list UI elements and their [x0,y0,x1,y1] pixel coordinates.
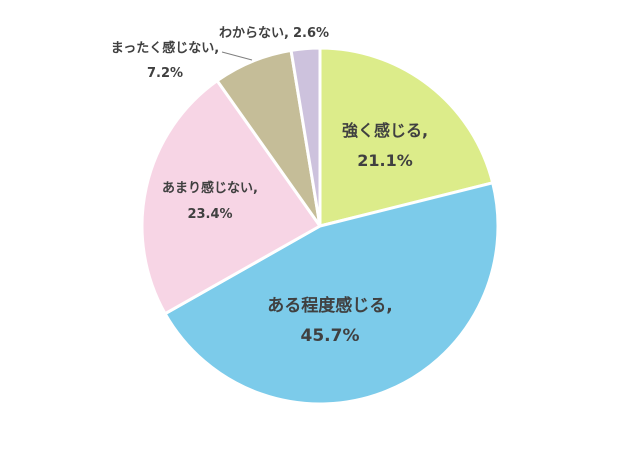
label-slice-3: まったく感じない, [111,40,219,56]
value-slice-3: 7.2% [147,66,183,81]
pie-slice-4 [289,46,322,227]
label-slice-4: わからない, [219,26,289,41]
label-slice-1: ある程度感じる, [267,295,392,316]
label-slice-0: 強く感じる, [342,121,428,140]
value-slice-0: 21.1% [357,151,413,170]
pie-slice-2 [140,78,323,316]
label-slice-2: あまり感じない, [162,180,258,196]
value-slice-4: 2.6% [293,26,329,41]
pie-slice-1 [163,180,500,406]
value-slice-2: 23.4% [187,207,232,222]
pie-slice-0 [318,46,495,228]
value-slice-1: 45.7% [301,326,360,346]
leader-line [221,51,253,61]
